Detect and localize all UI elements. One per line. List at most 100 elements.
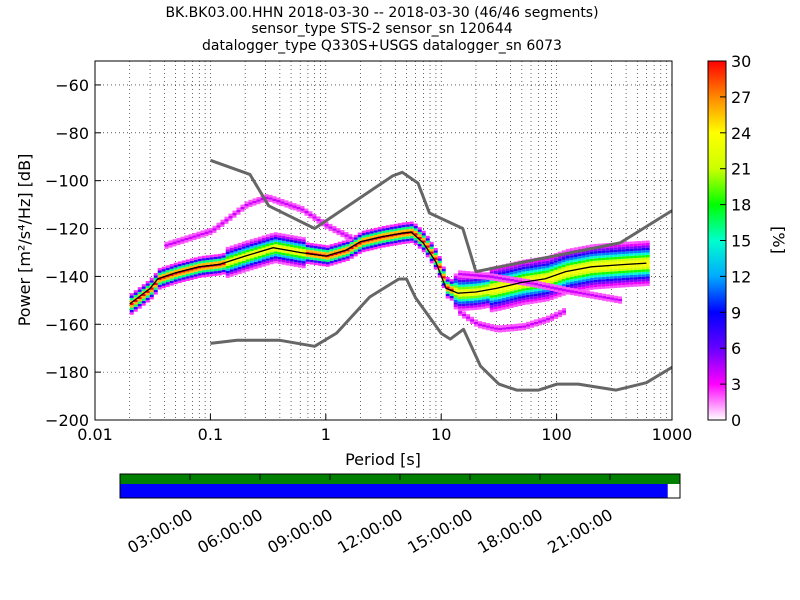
psd-cell bbox=[525, 285, 530, 288]
psd-cell bbox=[173, 274, 178, 278]
psd-cell bbox=[585, 252, 590, 255]
psd-cell bbox=[469, 298, 474, 301]
psd-outlier-cell bbox=[344, 234, 349, 237]
psd-cell bbox=[525, 299, 530, 303]
psd-cell bbox=[589, 273, 594, 276]
psd-cell bbox=[425, 254, 430, 258]
psd-cell bbox=[225, 263, 230, 266]
psd-cell bbox=[553, 281, 558, 285]
psd-cell bbox=[637, 264, 642, 268]
psd-cell bbox=[577, 251, 582, 254]
psd-outlier-cell bbox=[562, 286, 567, 289]
psd-cell bbox=[629, 260, 634, 264]
psd-cell bbox=[589, 244, 594, 247]
psd-outlier-cell bbox=[212, 228, 217, 231]
psd-cell bbox=[585, 271, 590, 274]
noise-model-nhnm bbox=[209, 158, 672, 274]
psd-outlier-cell bbox=[554, 287, 559, 290]
psd-cell bbox=[521, 300, 526, 303]
psd-cell bbox=[213, 261, 218, 264]
psd-cell bbox=[461, 279, 466, 283]
psd-cell bbox=[641, 269, 646, 272]
psd-cell bbox=[577, 263, 582, 266]
psd-cell bbox=[469, 281, 474, 284]
psd-cell bbox=[153, 292, 158, 295]
psd-cell bbox=[257, 260, 262, 264]
psd-cell bbox=[581, 262, 586, 266]
psd-outlier-cell bbox=[324, 226, 329, 229]
psd-cell bbox=[169, 268, 174, 272]
psd-cell bbox=[161, 273, 166, 277]
psd-cell bbox=[625, 282, 630, 285]
psd-cell bbox=[601, 248, 606, 251]
psd-cell bbox=[241, 253, 246, 256]
psd-cell bbox=[285, 246, 290, 249]
psd-cell bbox=[261, 247, 266, 250]
psd-outlier-cell bbox=[192, 237, 197, 241]
psd-cell bbox=[561, 257, 566, 260]
psd-cell bbox=[193, 276, 198, 279]
psd-cell bbox=[469, 283, 474, 287]
psd-cell bbox=[613, 244, 618, 248]
psd-cell bbox=[637, 260, 642, 263]
noise-models bbox=[129, 158, 672, 392]
psd-cell bbox=[249, 255, 254, 259]
psd-cell bbox=[393, 240, 398, 244]
psd-cell bbox=[589, 275, 594, 278]
psd-cell bbox=[601, 257, 606, 261]
psd-cell bbox=[597, 258, 602, 261]
psd-cell bbox=[273, 234, 278, 238]
psd-cell bbox=[533, 265, 538, 268]
psd-cell bbox=[265, 251, 270, 254]
psd-cell bbox=[177, 263, 182, 267]
psd-cell bbox=[585, 257, 590, 260]
psd-cell bbox=[605, 250, 610, 253]
psd-cell bbox=[353, 234, 358, 238]
psd-cell bbox=[473, 281, 478, 284]
psd-cell bbox=[557, 266, 562, 269]
psd-cell bbox=[513, 295, 518, 298]
psd-cell bbox=[361, 235, 366, 238]
psd-cell bbox=[629, 279, 634, 283]
psd-cell bbox=[573, 276, 578, 279]
psd-cell bbox=[141, 293, 146, 297]
psd-cell bbox=[485, 296, 490, 299]
psd-cell bbox=[553, 279, 558, 282]
psd-cell bbox=[409, 228, 414, 232]
psd-cell bbox=[313, 260, 318, 263]
colorbar-tick-label: 27 bbox=[731, 88, 751, 107]
psd-cell bbox=[201, 272, 206, 275]
psd-outlier-cell bbox=[232, 215, 237, 218]
psd-cell bbox=[477, 285, 482, 289]
psd-cell bbox=[289, 244, 294, 248]
psd-cell bbox=[413, 223, 418, 226]
psd-cell bbox=[501, 305, 506, 308]
psd-cell bbox=[597, 281, 602, 285]
psd-cell bbox=[157, 280, 162, 283]
psd-outlier-cell bbox=[546, 317, 551, 321]
psd-cell bbox=[541, 263, 546, 267]
psd-cell bbox=[349, 253, 354, 257]
psd-cell bbox=[297, 258, 302, 261]
psd-cell bbox=[317, 260, 322, 264]
psd-cell bbox=[617, 247, 622, 250]
psd-cell bbox=[145, 285, 150, 289]
psd-cell bbox=[545, 279, 550, 283]
psd-cell bbox=[565, 268, 570, 271]
psd-cell bbox=[393, 235, 398, 239]
psd-cell bbox=[557, 261, 562, 264]
psd-outlier-cell bbox=[510, 276, 515, 279]
psd-cell bbox=[265, 243, 270, 247]
psd-cell bbox=[137, 289, 142, 292]
psd-cell bbox=[549, 266, 554, 269]
psd-outlier-cell bbox=[470, 276, 475, 279]
psd-cell bbox=[641, 274, 646, 277]
psd-outlier-cell bbox=[340, 230, 345, 233]
psd-cell bbox=[645, 276, 650, 279]
psd-cell bbox=[317, 263, 322, 266]
psd-outlier-cell bbox=[526, 324, 531, 327]
psd-cell bbox=[417, 227, 422, 230]
psd-cell bbox=[569, 272, 574, 275]
psd-cell bbox=[593, 255, 598, 259]
psd-cell bbox=[573, 278, 578, 281]
